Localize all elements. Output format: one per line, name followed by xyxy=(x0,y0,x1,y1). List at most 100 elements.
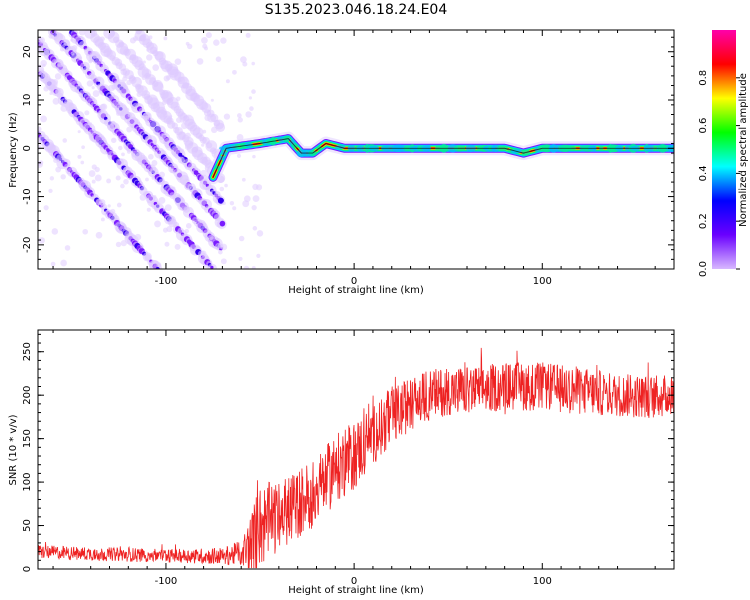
spectrogram-noise-blob xyxy=(201,36,208,44)
spectrogram-y-axis-label: Frequency (Hz) xyxy=(8,112,19,188)
spectrogram-noise-blob xyxy=(60,174,66,180)
spectrogram-noise-blob xyxy=(78,56,83,60)
spectrogram-noise-blob xyxy=(58,32,62,37)
spectrogram-noise-blob xyxy=(142,112,150,120)
x-tick-label: 100 xyxy=(533,276,552,287)
spectrogram-noise-blob xyxy=(82,228,89,235)
spectrogram-noise-blob xyxy=(49,176,55,181)
spectrogram-noise-blob xyxy=(200,169,207,177)
spectrogram-noise-blob xyxy=(136,91,142,98)
spectrogram-noise-blob xyxy=(123,107,130,114)
spectrogram-noise-blob xyxy=(251,61,256,66)
spectrogram-noise-blob xyxy=(88,170,96,177)
colorbar-gradient xyxy=(712,30,736,269)
spectrogram-noise-blob xyxy=(252,183,259,191)
spectrogram-noise-blob xyxy=(224,183,228,188)
y-tick-label: 50 xyxy=(22,519,33,532)
spectrogram-noise-blob xyxy=(215,56,222,62)
snr-ticks: -100 0 100 0 50 100 150 200 250 xyxy=(22,330,675,587)
spectrogram-noise-blob xyxy=(222,201,226,206)
spectrogram-noise-blob xyxy=(96,76,102,82)
spectrogram-noise-blob xyxy=(91,179,96,184)
spectrogram-noise-blob xyxy=(99,36,105,42)
spectrogram-noise-blob xyxy=(95,198,103,206)
spectrogram-noise-blob xyxy=(161,133,167,139)
spectrogram-noise-blob xyxy=(152,64,160,71)
spectrogram-noise-blob xyxy=(94,166,100,173)
signal-band-centerline xyxy=(212,138,674,178)
spectrogram-noise-blob xyxy=(146,54,153,61)
spectrogram-noise-blob xyxy=(78,30,86,36)
spectrogram-noise-blob xyxy=(154,220,161,228)
x-tick-label: -100 xyxy=(155,276,178,287)
spectrogram-noise-blob xyxy=(210,98,214,102)
snr-series-line xyxy=(38,347,674,569)
spectrogram-noise-blob xyxy=(64,245,71,251)
spectrogram-noise-blob xyxy=(225,79,230,84)
x-tick-label: 0 xyxy=(351,576,357,587)
y-tick-label: 250 xyxy=(22,342,33,361)
spectrogram-halo-blob xyxy=(215,122,226,133)
spectrogram-noise-blob xyxy=(38,36,45,44)
spectrogram-noise-blob xyxy=(151,160,158,166)
spectrogram-noise-blob xyxy=(126,79,132,86)
spectrogram-noise-blob xyxy=(77,130,81,134)
spectrogram-noise-blob xyxy=(232,206,237,211)
spectrogram-noise-blob xyxy=(223,113,231,120)
spectrogram-streak-dot xyxy=(210,265,214,269)
spectrogram-noise-blob xyxy=(134,119,138,124)
spectrogram-noise-blob xyxy=(107,204,111,208)
spectrogram-noise-blob xyxy=(48,188,53,193)
spectrogram-streak-dot xyxy=(217,197,224,204)
spectrogram-noise-blob xyxy=(148,153,154,160)
spectrogram-noise-blob xyxy=(50,261,56,267)
spectrogram-noise-blob xyxy=(240,56,247,63)
spectrogram-streak-dot xyxy=(155,266,160,269)
spectrogram-noise-blob xyxy=(202,103,208,109)
spectrogram-noise-blob xyxy=(49,92,53,96)
spectrogram-noise-blob xyxy=(108,84,116,92)
spectrogram-noise-blob xyxy=(86,80,94,87)
spectrogram-noise-blob xyxy=(213,39,220,46)
spectrogram-noise-blob xyxy=(236,113,242,118)
spectrogram-noise-blob xyxy=(39,160,44,165)
spectrogram-noise-blob xyxy=(59,47,65,52)
figure-title: S135.2023.046.18.24.E04 xyxy=(265,2,448,18)
spectrogram-noise-blob xyxy=(185,223,192,229)
spectrogram-noise-blob xyxy=(57,60,64,68)
spectrogram-noise-blob xyxy=(100,217,105,222)
spectrogram-noise-blob xyxy=(89,135,94,139)
snr-y-axis-label: SNR (10 * v/v) xyxy=(8,414,19,485)
spectrogram-noise-blob xyxy=(175,96,181,102)
y-tick-label: 10 xyxy=(22,94,33,107)
spectrogram-noise-blob xyxy=(241,177,246,182)
spectrogram-noise-blob xyxy=(71,45,78,51)
spectrogram-noise-blob xyxy=(62,138,68,143)
spectrogram-noise-blob xyxy=(158,171,165,178)
spectrogram-noise-blob xyxy=(243,265,250,269)
spectrogram-noise-blob xyxy=(200,250,207,257)
spectrogram-noise-blob xyxy=(205,32,212,39)
spectrogram-noise-blob xyxy=(211,126,218,134)
y-tick-label: 0 xyxy=(22,566,33,572)
spectrogram-noise-blob xyxy=(204,46,208,51)
spectrogram-noise-blob xyxy=(191,151,197,157)
spectrogram-noise-blob xyxy=(196,58,204,65)
spectrogram-noise-blob xyxy=(48,33,54,39)
spectrogram-noise-blob xyxy=(251,89,256,94)
colorbar-label: Normalized spectral amplitude xyxy=(738,73,749,227)
spectrogram-noise-blob xyxy=(152,195,157,199)
spectrogram-noise-blob xyxy=(181,122,188,130)
snr-panel: -100 0 100 0 50 100 150 200 250 Height of straig… xyxy=(8,329,675,596)
spectrogram-noise-blob xyxy=(163,36,168,41)
spectrogram-noise-blob xyxy=(150,168,156,174)
spectrogram-noise-blob xyxy=(148,35,153,40)
spectrogram-noise-blob xyxy=(94,174,102,182)
spectrogram-noise-blob xyxy=(135,151,142,158)
spectrogram-noise-blob xyxy=(146,207,151,212)
spectrogram-noise-blob xyxy=(126,126,133,133)
spectrogram-noise-blob xyxy=(146,48,150,52)
spectrogram-noise-blob xyxy=(220,243,228,251)
spectrogram-noise-blob xyxy=(229,200,235,206)
